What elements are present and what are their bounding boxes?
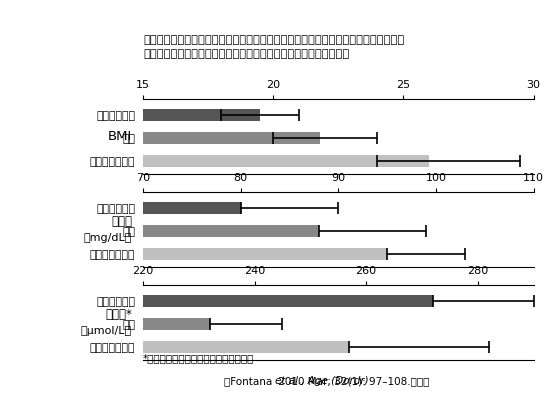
Text: BMI: BMI xyxy=(108,130,132,143)
Bar xyxy=(143,155,430,167)
Bar xyxy=(143,132,320,144)
Bar xyxy=(143,341,349,353)
Text: *血漿蛋白質のフルクトサミン量を測定: *血漿蛋白質のフルクトサミン量を測定 xyxy=(143,354,254,364)
Bar xyxy=(143,295,433,307)
Text: 糖化度*: 糖化度* xyxy=(105,308,132,322)
Bar xyxy=(143,318,210,330)
Bar xyxy=(143,225,319,237)
Text: カロリー制限ないし運動をしたグループと、どちらもしなかったグループを比較した
ところ、糖化度が明らかに下がったのは運動グループだけでした。: カロリー制限ないし運動をしたグループと、どちらもしなかったグループを比較した と… xyxy=(143,35,404,59)
Bar xyxy=(143,202,241,214)
Text: （μmol/L）: （μmol/L） xyxy=(81,326,132,336)
Text: （Fontana: （Fontana xyxy=(223,376,275,386)
Text: 血糖値: 血糖値 xyxy=(111,215,132,229)
Text: （mg/dL）: （mg/dL） xyxy=(84,233,132,243)
Text: 2010 Mar; 32(1): 97–108.より）: 2010 Mar; 32(1): 97–108.より） xyxy=(275,376,430,386)
Bar xyxy=(143,109,260,121)
Text: et al., Age (Dordr): et al., Age (Dordr) xyxy=(275,376,368,386)
Bar xyxy=(143,248,387,260)
